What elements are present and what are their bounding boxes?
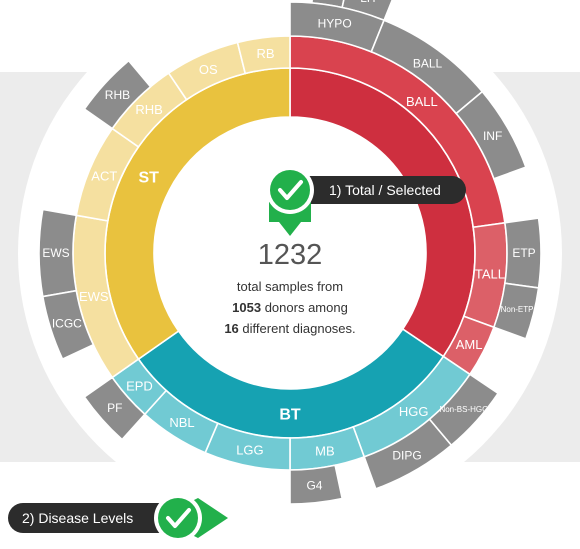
- subtype-label-ews-8: EWS: [79, 289, 109, 304]
- callout-total-selected[interactable]: 1) Total / Selected: [266, 166, 466, 236]
- subtype-label-tall-1: TALL: [475, 267, 505, 282]
- subtype-label-epd-7: EPD: [126, 379, 153, 394]
- detail-label-non-etp-6: Non-ETP: [501, 305, 534, 314]
- callout-disease-levels[interactable]: 2) Disease Levels: [8, 494, 228, 542]
- diagnoses-text: different diagnoses.: [242, 321, 355, 336]
- subtype-label-rhb-10: RHB: [135, 102, 162, 117]
- detail-label-ews-11: EWS: [42, 246, 69, 260]
- detail-segment-dipg-8[interactable]: [363, 418, 453, 490]
- center-summary: 1232 total samples from 1053 donors amon…: [224, 239, 355, 336]
- detail-label-hypo-2: HYPO: [318, 16, 352, 30]
- subtype-label-ball-0: BALL: [406, 94, 438, 109]
- callout-disease-label: 2) Disease Levels: [22, 510, 133, 526]
- center-line-3: 16 different diagnoses.: [224, 321, 355, 336]
- detail-label-lh-1: LH: [360, 0, 375, 5]
- subtype-label-aml-2: AML: [456, 337, 483, 352]
- detail-label-icgc-12: ICGC: [52, 316, 82, 330]
- center-total: 1232: [258, 239, 323, 271]
- subtype-label-nbl-6: NBL: [169, 415, 194, 430]
- callout-total-label: 1) Total / Selected: [329, 182, 441, 198]
- subtype-label-rb-12: RB: [256, 46, 274, 61]
- detail-label-ball-3: BALL: [413, 57, 443, 71]
- detail-segment-pf-10[interactable]: [83, 376, 146, 441]
- subtype-label-hgg-3: HGG: [399, 404, 429, 419]
- center-line-1: total samples from: [237, 279, 343, 294]
- level-label-st: ST: [139, 169, 160, 186]
- detail-segment-ews-11[interactable]: [38, 208, 78, 298]
- callout-disease-bg: [8, 503, 190, 533]
- detail-label-pf-10: PF: [107, 401, 122, 415]
- detail-label-dipg-8: DIPG: [392, 449, 421, 463]
- check-icon: [266, 166, 314, 236]
- chart-segments: [38, 0, 542, 505]
- detail-label-g4-9: G4: [306, 479, 322, 493]
- detail-label-inf-4: INF: [483, 129, 502, 143]
- detail-segment-g4-9[interactable]: [289, 464, 344, 505]
- diagnoses-count: 16: [224, 321, 238, 336]
- detail-label-etp-5: ETP: [512, 246, 535, 260]
- level-label-bt: BT: [279, 407, 301, 424]
- donors-text: donors among: [265, 300, 348, 315]
- subtype-label-lgg-5: LGG: [236, 442, 263, 457]
- detail-segment-non-etp-6[interactable]: [492, 282, 540, 340]
- detail-segment-rhb-13[interactable]: [83, 59, 152, 130]
- check-icon: [154, 494, 228, 542]
- center-line-2: 1053 donors among: [232, 300, 348, 315]
- subtype-label-mb-4: MB: [315, 443, 335, 458]
- callout-total-bg: [296, 176, 466, 204]
- donors-count: 1053: [232, 300, 261, 315]
- detail-segment-inf-4[interactable]: [455, 90, 527, 180]
- detail-label-non-bs-hgg-7: Non-BS-HGG: [439, 405, 488, 414]
- detail-segment-icgc-12[interactable]: [41, 289, 95, 361]
- detail-label-rhb-13: RHB: [105, 88, 130, 102]
- subtype-segment-rb-12[interactable]: [236, 35, 291, 75]
- subtype-label-os-11: OS: [199, 62, 218, 77]
- subtype-label-act-9: ACT: [91, 169, 117, 184]
